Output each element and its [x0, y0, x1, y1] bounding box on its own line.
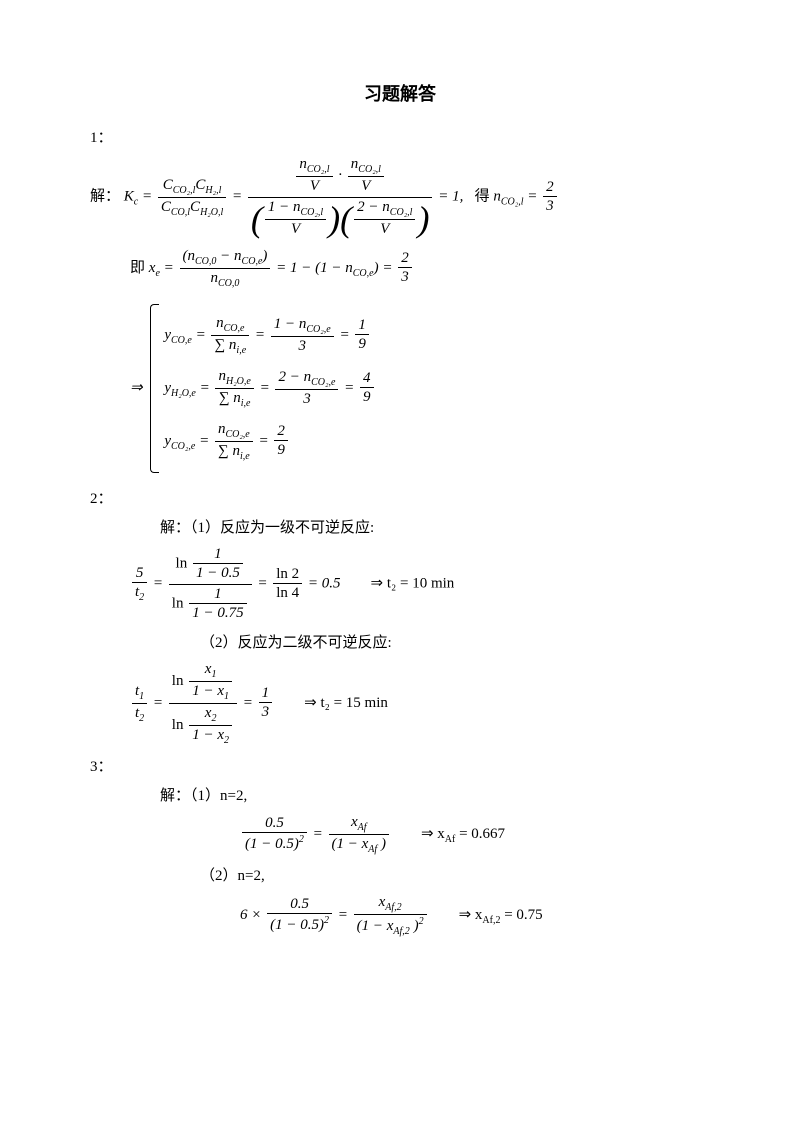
problem-3-eq1: 0.5(1 − 0.5)2 = xAf (1 − xAf ) ⇒ xAf = 0…	[240, 813, 710, 856]
problem-1-brace: ⇒ yCO,e = nCO,e∑ ni,e = 1 − nCO₂,e3 = 19…	[130, 298, 710, 479]
sol-label: 解：	[90, 188, 120, 204]
problem-2-part2: （2）反应为二级不可逆反应:	[200, 631, 710, 652]
problem-2-part1: 解：（1）反应为一级不可逆反应:	[160, 516, 710, 537]
problem-1-eq1: 解： Kc = CCO₂,lCH₂,l CCO,lCH₂O,l = nCO₂,l…	[90, 155, 710, 239]
problem-2-eq2: t1t2 = ln x11 − x1 ln x21 − x2 = 13 ⇒ t₂…	[130, 660, 710, 747]
problem-2-eq1: 5t2 = ln 11 − 0.5 ln 11 − 0.75 = ln 2ln …	[130, 545, 710, 623]
problem-1-number: 1：	[90, 126, 710, 147]
page-title: 习题解答	[90, 80, 710, 106]
problem-1-eq2: 即 xe = (nCO,0 − nCO,e) nCO,0 = 1 − (1 − …	[130, 247, 710, 290]
problem-3-part2: （2）n=2,	[200, 864, 710, 885]
problem-2-number: 2：	[90, 487, 710, 508]
problem-3-number: 3：	[90, 755, 710, 776]
problem-3-eq2: 6 × 0.5(1 − 0.5)2 = xAf,2 (1 − xAf,2 )2 …	[240, 893, 710, 938]
problem-3-part1: 解：（1）n=2,	[160, 784, 710, 805]
